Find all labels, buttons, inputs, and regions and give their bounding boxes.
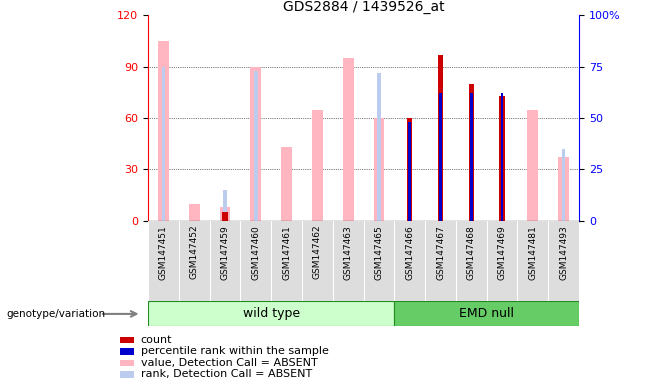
Bar: [470, 93, 472, 221]
Bar: [407, 118, 413, 221]
Text: GSM147467: GSM147467: [436, 225, 445, 280]
Bar: [251, 67, 261, 221]
Text: EMD null: EMD null: [459, 308, 514, 320]
FancyBboxPatch shape: [394, 301, 579, 326]
Bar: [158, 41, 169, 221]
Text: GSM147459: GSM147459: [220, 225, 230, 280]
Text: GSM147466: GSM147466: [405, 225, 415, 280]
Text: GSM147465: GSM147465: [374, 225, 384, 280]
Text: rank, Detection Call = ABSENT: rank, Detection Call = ABSENT: [141, 369, 312, 379]
Text: GSM147461: GSM147461: [282, 225, 291, 280]
Bar: [440, 93, 442, 221]
Title: GDS2884 / 1439526_at: GDS2884 / 1439526_at: [283, 0, 444, 14]
Bar: [120, 348, 134, 354]
Bar: [254, 71, 258, 221]
Text: GSM147460: GSM147460: [251, 225, 261, 280]
Text: genotype/variation: genotype/variation: [7, 309, 106, 319]
Text: GSM147493: GSM147493: [559, 225, 568, 280]
Bar: [281, 147, 292, 221]
Bar: [312, 109, 323, 221]
Text: wild type: wild type: [243, 308, 300, 320]
Bar: [377, 73, 381, 221]
Text: GSM147481: GSM147481: [528, 225, 538, 280]
Text: GSM147463: GSM147463: [343, 225, 353, 280]
Bar: [162, 67, 165, 221]
Bar: [558, 157, 569, 221]
Bar: [438, 55, 443, 221]
Text: percentile rank within the sample: percentile rank within the sample: [141, 346, 328, 356]
Bar: [468, 84, 474, 221]
Bar: [528, 109, 538, 221]
Bar: [222, 212, 228, 221]
Text: GSM147468: GSM147468: [467, 225, 476, 280]
Bar: [501, 93, 503, 221]
Text: value, Detection Call = ABSENT: value, Detection Call = ABSENT: [141, 358, 317, 368]
Text: GSM147452: GSM147452: [190, 225, 199, 280]
Bar: [374, 118, 384, 221]
Text: GSM147462: GSM147462: [313, 225, 322, 280]
Bar: [409, 122, 411, 221]
Bar: [499, 96, 505, 221]
Bar: [189, 204, 199, 221]
Bar: [120, 360, 134, 366]
Bar: [120, 337, 134, 343]
Text: GSM147451: GSM147451: [159, 225, 168, 280]
Bar: [343, 58, 353, 221]
Text: count: count: [141, 335, 172, 345]
Bar: [120, 371, 134, 377]
Bar: [220, 207, 230, 221]
Text: GSM147469: GSM147469: [497, 225, 507, 280]
Bar: [223, 190, 227, 221]
Bar: [562, 149, 565, 221]
FancyBboxPatch shape: [148, 301, 394, 326]
